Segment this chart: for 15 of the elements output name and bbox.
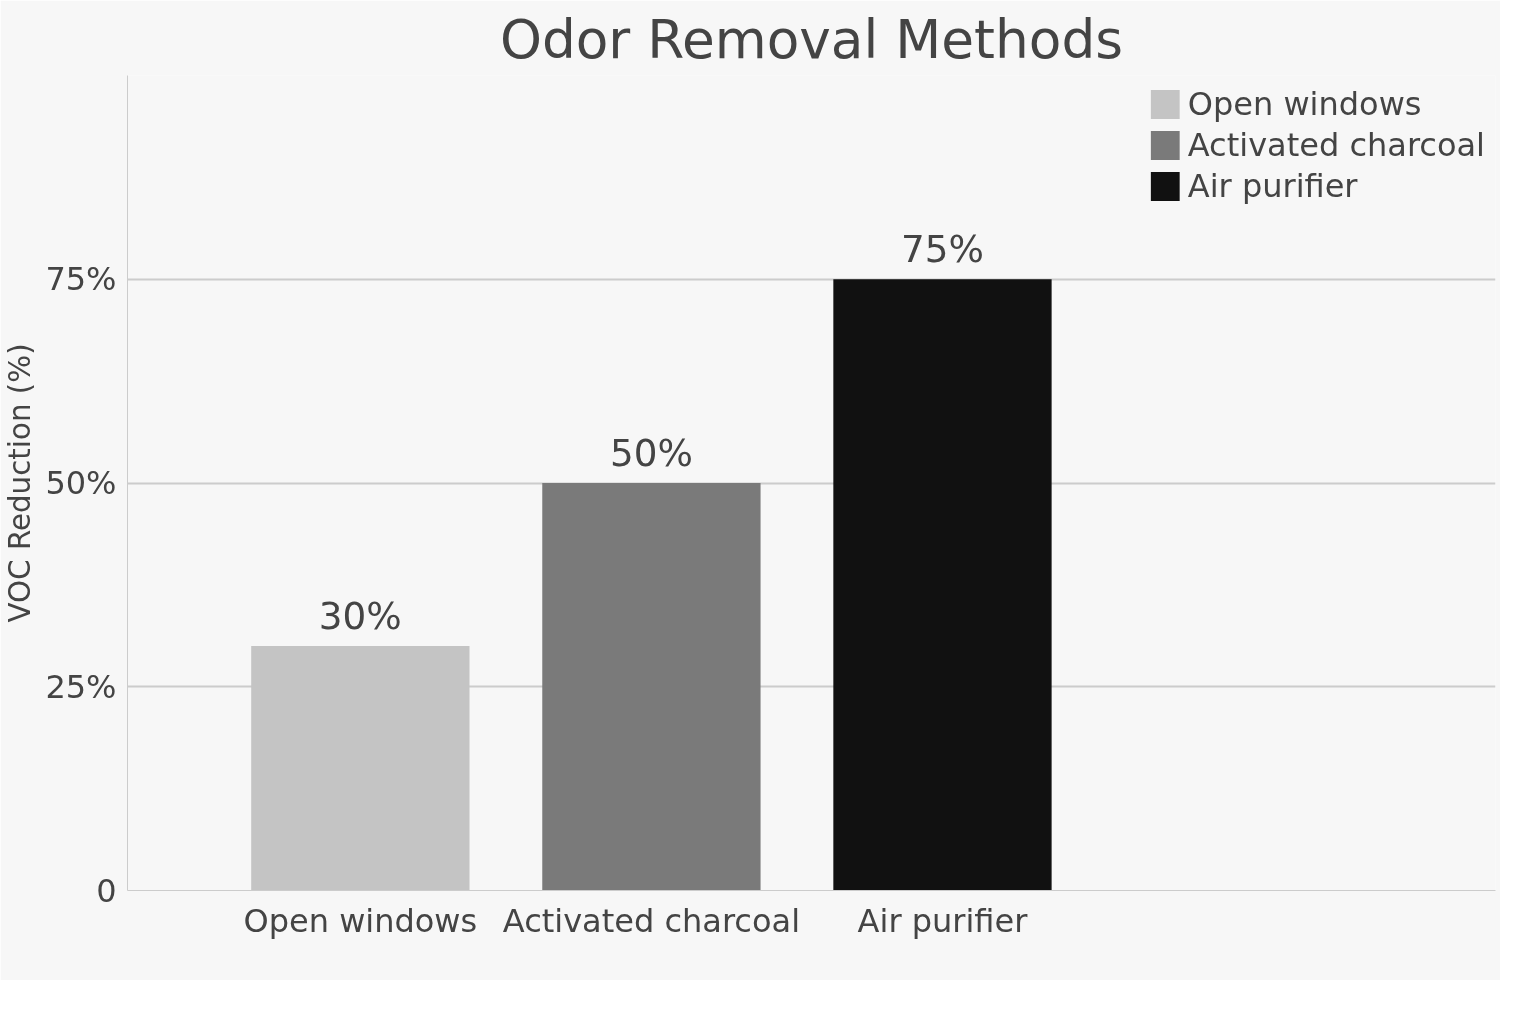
x-tick-label: Air purifier <box>857 901 1029 940</box>
legend-label: Activated charcoal <box>1187 126 1485 164</box>
legend-label: Open windows <box>1187 85 1422 123</box>
data-label: 50% <box>609 431 693 475</box>
y-tick-label: 25% <box>45 667 117 706</box>
y-axis-title: VOC Reduction (%) <box>3 343 38 623</box>
x-tick-label: Open windows <box>243 901 478 940</box>
data-label: 75% <box>900 227 984 272</box>
chart-title: Odor Removal Methods <box>499 7 1124 71</box>
x-tick-label: Activated charcoal <box>502 901 801 940</box>
y-tick-label: 0 <box>96 871 117 910</box>
data-label: 30% <box>318 594 402 638</box>
legend-label: Air purifier <box>1187 167 1358 205</box>
y-tick-label: 50% <box>45 464 117 502</box>
y-tick-label: 75% <box>45 260 117 299</box>
